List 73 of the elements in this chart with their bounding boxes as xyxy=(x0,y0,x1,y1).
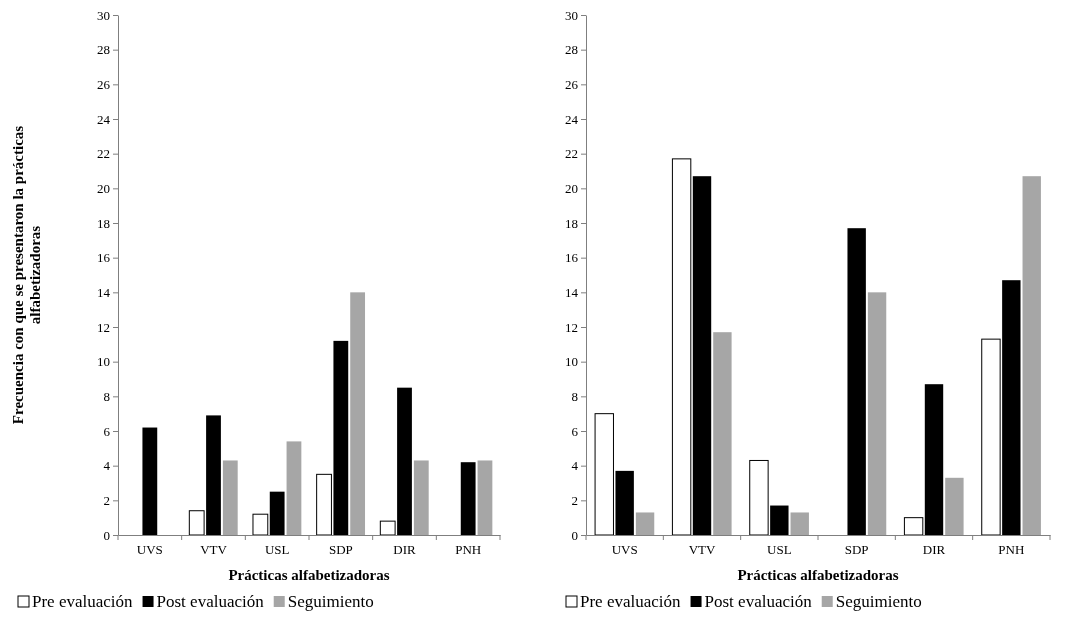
bar xyxy=(635,512,655,535)
y-tick-label: 22 xyxy=(97,146,110,162)
bar xyxy=(1022,176,1041,535)
y-tick-label: 8 xyxy=(571,388,578,404)
y-tick-label: 0 xyxy=(103,527,110,543)
x-tick-label: UVS xyxy=(136,542,163,558)
legend-label: Post evaluación xyxy=(156,592,265,611)
y-tick-label: 0 xyxy=(571,527,578,543)
y-tick-label: 30 xyxy=(565,7,578,23)
x-axis-title: Prácticas alfabetizadoras xyxy=(737,567,899,583)
bar xyxy=(671,158,692,536)
y-tick-label: 8 xyxy=(103,388,110,404)
bar xyxy=(222,460,238,535)
x-tick-label: SDP xyxy=(844,542,869,558)
y-tick-label: 10 xyxy=(565,354,578,370)
legend-label: Seguimiento xyxy=(835,592,922,611)
bar xyxy=(790,512,809,535)
y-tick-label: 26 xyxy=(97,76,111,92)
bar xyxy=(713,332,732,535)
bar xyxy=(903,517,924,536)
y-axis-title: Frecuencia con que se presentaron la prácticas alfabetizadoras xyxy=(10,125,43,425)
bar xyxy=(692,176,712,535)
y-tick-label: 24 xyxy=(97,111,111,127)
bar xyxy=(477,460,493,535)
x-tick-label: USL xyxy=(767,542,792,558)
y-tick-label: 22 xyxy=(565,146,578,162)
y-tick-label: 26 xyxy=(565,76,579,92)
y-tick-label: 10 xyxy=(97,354,110,370)
legend-label: Post evaluación xyxy=(704,592,813,611)
y-tick-label: 24 xyxy=(565,111,579,127)
y-tick-label: 28 xyxy=(565,42,578,58)
x-tick-label: PNH xyxy=(455,542,482,558)
bar xyxy=(252,513,269,536)
bar xyxy=(269,491,285,535)
bar xyxy=(413,460,429,535)
legend-label: Seguimiento xyxy=(287,592,374,611)
x-tick-label: VTV xyxy=(688,542,716,558)
bar xyxy=(350,292,366,535)
x-tick-label: DIR xyxy=(393,542,417,558)
x-tick-label: USL xyxy=(264,542,290,558)
y-tick-label: 16 xyxy=(97,250,111,266)
y-tick-label: 30 xyxy=(97,7,110,23)
y-tick-label: 12 xyxy=(565,319,578,335)
bar xyxy=(847,228,866,535)
bar xyxy=(867,292,887,535)
x-tick-label: UVS xyxy=(611,542,638,558)
bar xyxy=(142,427,158,535)
y-tick-label: 20 xyxy=(97,180,110,196)
x-axis-title: Prácticas alfabetizadoras xyxy=(228,567,390,583)
bar xyxy=(945,477,964,535)
y-tick-label: 18 xyxy=(97,215,110,231)
bar xyxy=(924,384,944,535)
y-tick-label: 2 xyxy=(103,492,110,508)
y-tick-label: 6 xyxy=(571,423,579,439)
y-tick-label: 14 xyxy=(565,284,579,300)
x-tick-label: DIR xyxy=(922,542,946,558)
y-tick-label: 6 xyxy=(103,423,111,439)
y-tick-label: 4 xyxy=(103,458,111,474)
x-tick-label: PNH xyxy=(998,542,1025,558)
y-tick-label: 2 xyxy=(571,492,578,508)
y-tick-label: 18 xyxy=(565,215,578,231)
bar xyxy=(286,441,302,535)
y-tick-label: 16 xyxy=(565,250,579,266)
bar xyxy=(460,462,476,535)
y-tick-label: 12 xyxy=(97,319,110,335)
legend-label: Pre evaluación xyxy=(580,592,682,611)
x-tick-label: SDP xyxy=(328,542,353,558)
legend-label: Pre evaluación xyxy=(32,592,134,611)
y-tick-label: 20 xyxy=(565,180,578,196)
y-tick-label: 4 xyxy=(571,458,579,474)
y-tick-label: 28 xyxy=(97,42,110,58)
x-tick-label: VTV xyxy=(200,542,228,558)
y-tick-label: 14 xyxy=(97,284,111,300)
